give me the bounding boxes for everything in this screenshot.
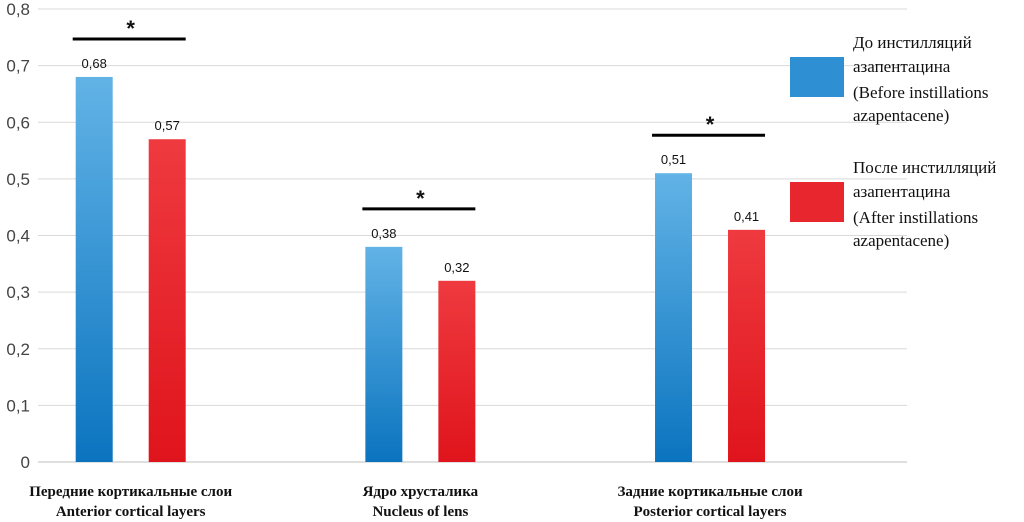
y-tick-label: 0,1 <box>6 396 30 415</box>
y-tick-label: 0 <box>21 453 30 472</box>
data-label: 0,57 <box>155 118 180 133</box>
bar <box>75 76 113 462</box>
legend-swatch <box>790 57 844 97</box>
y-tick-label: 0,7 <box>6 57 30 76</box>
legend-text-en-1: (After instillations <box>853 208 978 227</box>
data-label: 0,68 <box>82 56 107 71</box>
y-tick-label: 0,4 <box>6 227 30 246</box>
y-tick-label: 0,6 <box>6 113 30 132</box>
legend-text-ru-1: После инстилляций <box>853 158 996 177</box>
data-label: 0,38 <box>371 226 396 241</box>
y-tick-label: 0,2 <box>6 340 30 359</box>
legend-text-en-2: azapentacene) <box>853 231 949 250</box>
significance-star: * <box>126 16 135 41</box>
y-axis-ticks: 0 0,1 0,2 0,3 0,4 0,5 0,6 0,7 0,8 <box>6 0 30 472</box>
bar <box>148 139 186 463</box>
category-label-en: Posterior cortical layers <box>634 504 787 520</box>
bar <box>365 246 403 462</box>
category-labels: Передние кортикальные слои Anterior corti… <box>29 484 803 520</box>
y-tick-label: 0,5 <box>6 170 30 189</box>
y-tick-label: 0,3 <box>6 283 30 302</box>
significance-star: * <box>706 112 715 137</box>
bars <box>75 76 766 463</box>
legend-text-en-2: azapentacene) <box>853 106 949 125</box>
data-labels: 0,68 0,57 0,38 0,32 0,51 0,41 <box>82 56 760 275</box>
category-label-ru: Задние кортикальные слои <box>617 484 803 500</box>
legend-text-en-1: (Before instillations <box>853 83 989 102</box>
bar <box>438 280 476 462</box>
y-tick-label: 0,8 <box>6 0 30 19</box>
significance-star: * <box>416 186 425 211</box>
category-label-en: Nucleus of lens <box>372 504 468 520</box>
legend-swatch <box>790 182 844 222</box>
category-label-ru: Ядро хрусталика <box>363 484 479 500</box>
legend-text-ru-2: азапентацина <box>853 57 951 76</box>
legend-text-ru-2: азапентацина <box>853 182 951 201</box>
bar <box>655 173 693 462</box>
category-label-ru: Передние кортикальные слои <box>29 484 232 500</box>
data-label: 0,41 <box>734 209 759 224</box>
legend-text-ru-1: До инстилляций <box>853 33 972 52</box>
bar <box>728 229 766 462</box>
category-label-en: Anterior cortical layers <box>56 504 206 520</box>
data-label: 0,51 <box>661 152 686 167</box>
legend: До инстилляций азапентацина (Before instil… <box>790 33 996 250</box>
significance-markers: * * * <box>72 16 766 211</box>
data-label: 0,32 <box>444 260 469 275</box>
